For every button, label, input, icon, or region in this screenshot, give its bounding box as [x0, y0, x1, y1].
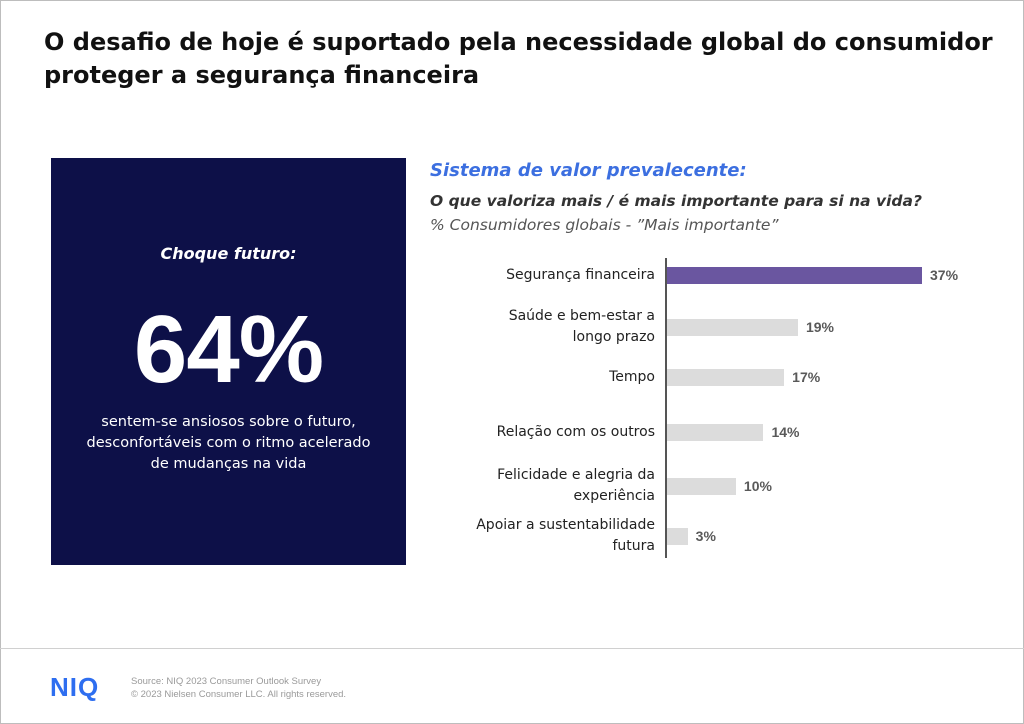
chart-axis-line: [665, 258, 667, 558]
highlight-description: sentem-se ansiosos sobre o futuro, desco…: [86, 414, 371, 472]
niq-logo: NIQ: [50, 672, 100, 702]
bar-value-label: 17%: [792, 369, 821, 385]
category-label-line: longo prazo: [572, 329, 655, 345]
bar-chart: Segurança financeira 37% Saúde e bem-estar…: [430, 250, 990, 570]
chart-title: Sistema de valor prevalecente:: [430, 160, 747, 181]
chart-note: % Consumidores globais - ”Mais important…: [430, 216, 779, 234]
bar: [667, 527, 688, 545]
bar-value-label: 37%: [930, 267, 959, 283]
category-label-line: futura: [612, 538, 656, 554]
category-label-line: Relação com os outros: [496, 423, 655, 440]
source-line: Source: NIQ 2023 Consumer Outlook Survey: [131, 676, 322, 687]
category-label: Apoiar a sustentabilidade futura: [425, 515, 655, 557]
category-label-line: Saúde e bem-estar a: [508, 308, 655, 324]
bar: [667, 423, 764, 441]
category-label: Felicidade e alegria da experiência: [425, 465, 655, 507]
category-label: Relação com os outros: [425, 422, 655, 443]
bar-value-label: 10%: [743, 478, 772, 494]
category-label-line: Segurança financeira: [506, 266, 655, 283]
category-label-line: Apoiar a sustentabilidade: [476, 517, 655, 533]
bar: [667, 318, 798, 336]
bar-value-label: 19%: [805, 319, 834, 335]
bar: [667, 477, 736, 495]
copyright-line: © 2023 Nielsen Consumer LLC. All rights …: [131, 689, 347, 700]
bar: [667, 368, 785, 386]
category-label-line: Tempo: [609, 368, 655, 385]
category-label: Tempo: [425, 367, 655, 388]
highlight-label: Choque futuro:: [160, 244, 297, 263]
chart-subtitle: O que valoriza mais / é mais importante …: [430, 192, 922, 210]
category-label-line: experiência: [573, 488, 655, 504]
category-label: Saúde e bem-estar a longo prazo: [425, 306, 655, 348]
bar: [667, 266, 922, 284]
bar-value-label: 14%: [771, 424, 800, 440]
page-title: O desafio de hoje é suportado pela neces…: [44, 28, 993, 89]
category-label-line: Felicidade e alegria da: [497, 467, 655, 483]
highlight-panel: Choque futuro: 64% sentem-se ansiosos so…: [51, 158, 406, 565]
footer-source: Source: NIQ 2023 Consumer Outlook Survey…: [131, 675, 346, 701]
category-label: Segurança financeira: [425, 265, 655, 286]
footer-divider: [0, 648, 1024, 649]
highlight-value: 64%: [133, 296, 324, 403]
bar-value-label: 3%: [695, 528, 716, 544]
